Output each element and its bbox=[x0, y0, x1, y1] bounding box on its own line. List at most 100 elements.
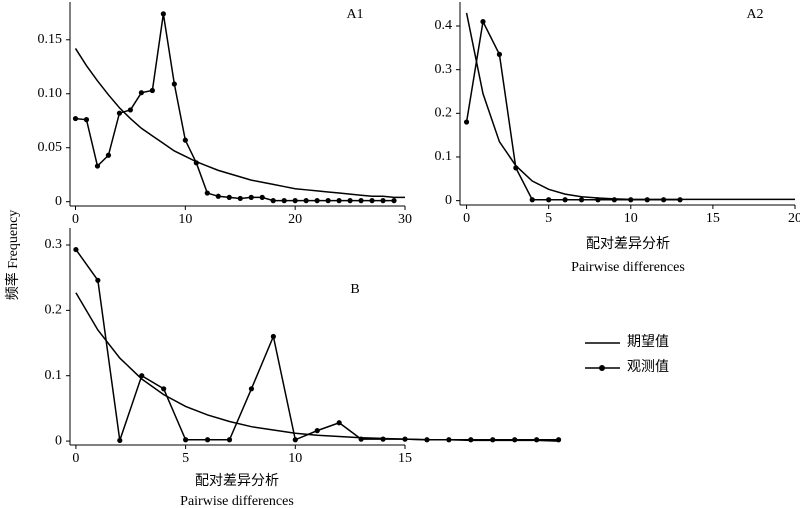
data-point bbox=[292, 198, 298, 204]
x-tick-label: 0 bbox=[72, 451, 79, 466]
data-point bbox=[578, 197, 585, 203]
x-axis-label: 配对差异分析 bbox=[586, 236, 670, 252]
data-point bbox=[424, 437, 430, 443]
x-tick-label: 5 bbox=[182, 451, 189, 466]
data-point bbox=[391, 198, 397, 204]
data-point bbox=[281, 198, 287, 204]
data-point bbox=[513, 165, 519, 171]
y-tick-label: 0.05 bbox=[38, 140, 63, 155]
x-tick-label: 10 bbox=[178, 212, 192, 227]
y-tick-label: 0 bbox=[55, 433, 62, 448]
x-tick-label: 15 bbox=[706, 211, 720, 226]
data-point bbox=[171, 81, 177, 87]
data-point bbox=[336, 420, 342, 426]
data-point bbox=[380, 436, 386, 442]
x-tick-label: 10 bbox=[624, 211, 638, 226]
data-point bbox=[336, 198, 342, 204]
data-point bbox=[369, 198, 375, 204]
data-point bbox=[490, 437, 496, 443]
panel-label: B bbox=[350, 282, 359, 297]
data-point bbox=[204, 437, 211, 443]
data-point bbox=[183, 437, 189, 443]
legend-label: 期望值 bbox=[627, 334, 669, 350]
data-point bbox=[215, 193, 221, 199]
y-tick-label: 0.3 bbox=[435, 62, 453, 77]
data-point bbox=[595, 197, 601, 203]
data-point bbox=[555, 437, 562, 443]
panel-label: A1 bbox=[346, 7, 363, 22]
panel-label: A2 bbox=[746, 7, 763, 22]
y-tick-label: 0 bbox=[55, 194, 62, 209]
y-tick-label: 0.2 bbox=[45, 303, 63, 318]
data-point bbox=[611, 197, 617, 203]
data-point bbox=[314, 198, 320, 204]
data-point bbox=[160, 11, 166, 17]
data-point bbox=[270, 198, 276, 204]
y-tick-label: 0.4 bbox=[435, 18, 453, 33]
data-point bbox=[72, 115, 79, 122]
data-point bbox=[534, 437, 540, 443]
series-line bbox=[465, 12, 795, 201]
data-point bbox=[127, 107, 134, 113]
data-point bbox=[248, 194, 254, 200]
data-point bbox=[529, 197, 535, 203]
data-point bbox=[347, 198, 353, 204]
y-tick-label: 0 bbox=[445, 193, 452, 208]
data-point bbox=[661, 197, 667, 203]
data-point bbox=[325, 198, 331, 204]
data-point bbox=[117, 437, 123, 444]
data-point bbox=[116, 110, 123, 116]
data-point bbox=[161, 386, 167, 392]
series-line bbox=[75, 249, 559, 441]
data-point bbox=[270, 333, 276, 340]
legend-label: 观测值 bbox=[627, 359, 669, 375]
data-point bbox=[677, 197, 683, 203]
data-point bbox=[182, 137, 188, 143]
data-point bbox=[204, 190, 210, 196]
x-tick-label: 0 bbox=[463, 211, 470, 226]
y-tick-label: 0.1 bbox=[45, 368, 63, 383]
data-point bbox=[193, 160, 199, 166]
data-point bbox=[149, 87, 155, 94]
data-point bbox=[512, 437, 518, 443]
series-line bbox=[75, 13, 395, 202]
data-point bbox=[314, 428, 320, 434]
y-tick-label: 0.15 bbox=[38, 32, 63, 47]
data-point bbox=[358, 198, 364, 204]
x-tick-label: 5 bbox=[545, 211, 552, 226]
data-point bbox=[73, 246, 79, 253]
data-point bbox=[402, 436, 408, 442]
data-point bbox=[95, 277, 101, 283]
x-axis-label-en: Pairwise differences bbox=[180, 494, 294, 508]
data-point bbox=[259, 194, 265, 200]
legend-marker bbox=[599, 365, 605, 371]
x-tick-label: 10 bbox=[288, 451, 302, 466]
data-point bbox=[226, 194, 232, 200]
series-line bbox=[465, 19, 681, 201]
x-axis-label: 配对差异分析 bbox=[195, 473, 279, 489]
series-line bbox=[75, 292, 559, 442]
x-tick-label: 20 bbox=[788, 211, 800, 226]
data-point bbox=[248, 386, 255, 392]
data-point bbox=[94, 163, 101, 169]
x-tick-label: 0 bbox=[72, 212, 79, 227]
y-tick-label: 0.3 bbox=[45, 237, 63, 252]
data-point bbox=[546, 197, 552, 203]
data-point bbox=[496, 51, 503, 57]
data-point bbox=[380, 198, 386, 204]
data-point bbox=[105, 152, 112, 158]
data-point bbox=[83, 117, 90, 123]
data-point bbox=[644, 197, 650, 203]
data-point bbox=[303, 198, 309, 204]
data-point bbox=[237, 195, 243, 202]
x-tick-label: 20 bbox=[288, 212, 302, 227]
data-point bbox=[446, 437, 452, 443]
y-axis-label: 频率 Frequency bbox=[4, 210, 21, 301]
data-point bbox=[480, 19, 486, 25]
data-point bbox=[628, 197, 634, 203]
y-tick-label: 0.10 bbox=[38, 86, 63, 101]
data-point bbox=[226, 437, 233, 443]
data-point bbox=[562, 197, 568, 203]
y-tick-label: 0.1 bbox=[435, 149, 453, 164]
data-point bbox=[138, 90, 144, 96]
